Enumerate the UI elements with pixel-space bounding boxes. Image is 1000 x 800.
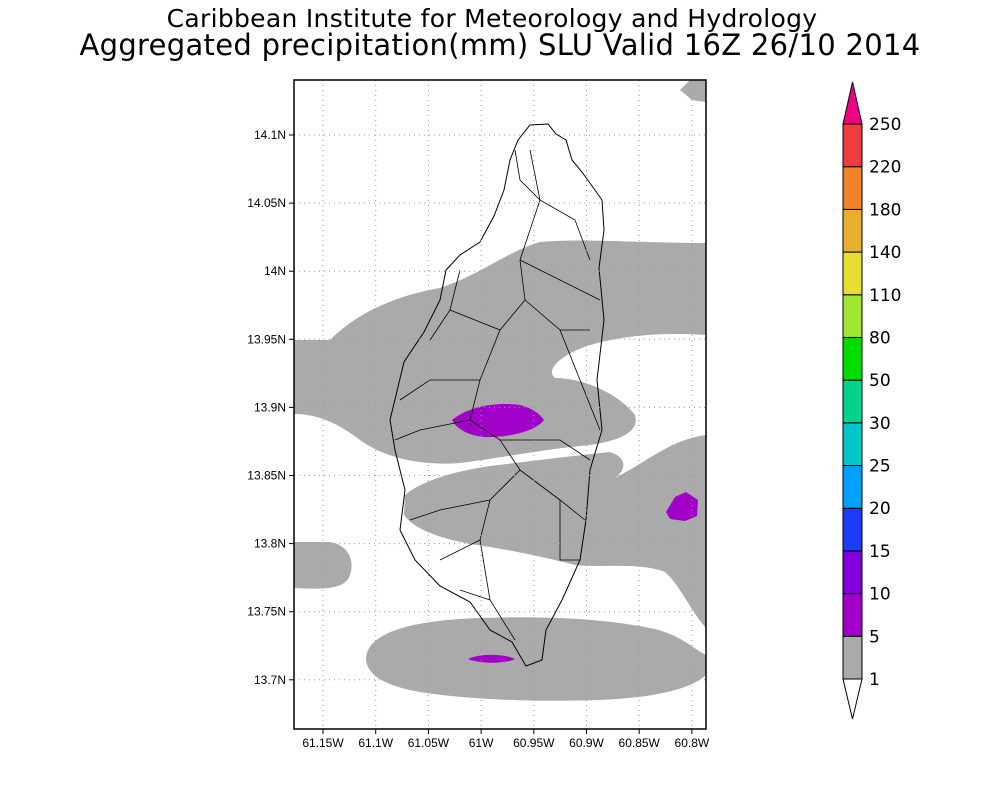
precip-5-10-regions xyxy=(452,403,698,663)
colorbar-swatch-110-140 xyxy=(842,251,863,296)
colorbar-label: 180 xyxy=(869,200,901,220)
lat-tick-label: 13.85N xyxy=(247,469,286,483)
lat-tick-label: 13.7N xyxy=(254,673,286,687)
lon-tick-label: 60.8W xyxy=(675,736,710,750)
colorbar-swatch-30-50 xyxy=(842,379,863,424)
colorbar-swatch-50-80 xyxy=(842,336,863,381)
precip-region-mid-band xyxy=(404,435,706,628)
lon-tick-label: 60.9W xyxy=(569,736,604,750)
lat-tick-label: 14N xyxy=(264,264,286,278)
colorbar-above-arrow xyxy=(842,81,863,125)
colorbar-swatch-1-5 xyxy=(842,635,863,680)
chart-title: Caribbean Institute for Meteorology and … xyxy=(166,4,818,33)
colorbar-label: 25 xyxy=(869,457,891,477)
colorbar-swatch-25-30 xyxy=(842,422,863,467)
precip-region-south xyxy=(366,617,706,701)
colorbar-swatch-5-10 xyxy=(842,593,863,637)
colorbar-swatch-180-220 xyxy=(842,166,863,210)
latitude-axis: 14.1N 14.05N 14N 13.95N 13.9N 13.85N 13.8N 13.7… xyxy=(247,128,294,687)
lat-tick-label: 14.05N xyxy=(247,196,286,210)
colorbar-label: 140 xyxy=(869,243,901,263)
lon-tick-label: 61.15W xyxy=(302,736,344,750)
lon-tick-label: 61.1W xyxy=(358,736,393,750)
colorbar-label: 220 xyxy=(869,158,901,178)
precip-max-east xyxy=(666,492,698,521)
lat-tick-label: 14.1N xyxy=(254,128,286,142)
island-coastline xyxy=(389,123,605,667)
lon-tick-label: 60.85W xyxy=(619,736,661,750)
lat-tick-label: 13.8N xyxy=(254,537,286,551)
lon-tick-label: 61W xyxy=(469,736,494,750)
map-plot-area xyxy=(294,80,706,729)
island-saint-lucia xyxy=(389,123,605,667)
lat-tick-label: 13.9N xyxy=(254,400,286,414)
precip-max-south xyxy=(468,654,515,663)
colorbar-label: 20 xyxy=(869,499,891,519)
precip-region-ne-corner xyxy=(680,80,706,102)
colorbar-swatch-20-25 xyxy=(842,465,863,509)
colorbar-swatch-10-15 xyxy=(842,550,863,595)
precip-max-central xyxy=(452,403,544,438)
longitude-axis: 61.15W 61.1W 61.05W 61W 60.95W 60.9W 60.85W 60.… xyxy=(302,729,710,750)
colorbar-label: 110 xyxy=(869,286,901,306)
colorbar-swatch-220-250 xyxy=(842,123,863,168)
colorbar-label: 80 xyxy=(869,328,891,348)
colorbar-swatch-140-180 xyxy=(842,208,863,253)
lat-tick-label: 13.95N xyxy=(247,332,286,346)
plot-frame xyxy=(293,79,707,730)
colorbar-label: 15 xyxy=(869,542,891,562)
colorbar-label: 50 xyxy=(869,371,891,391)
lat-tick-label: 13.75N xyxy=(247,605,286,619)
lon-tick-label: 60.95W xyxy=(513,736,555,750)
colorbar-below-arrow xyxy=(842,678,863,720)
colorbar-label: 1 xyxy=(869,670,880,690)
colorbar-label: 250 xyxy=(869,115,901,135)
colorbar-swatch-15-20 xyxy=(842,507,863,552)
lon-tick-label: 61.05W xyxy=(408,736,450,750)
watershed-boundaries xyxy=(394,149,601,641)
precip-1-5-regions xyxy=(294,80,706,701)
colorbar-swatch-80-110 xyxy=(842,294,863,338)
colorbar-label: 10 xyxy=(869,585,891,605)
precip-region-central-band xyxy=(294,240,706,464)
graticule xyxy=(294,80,706,729)
colorbar-label: 30 xyxy=(869,414,891,434)
colorbar-label: 5 xyxy=(869,627,880,647)
chart-subtitle: Aggregated precipitation(mm) SLU Valid 1… xyxy=(79,28,921,62)
